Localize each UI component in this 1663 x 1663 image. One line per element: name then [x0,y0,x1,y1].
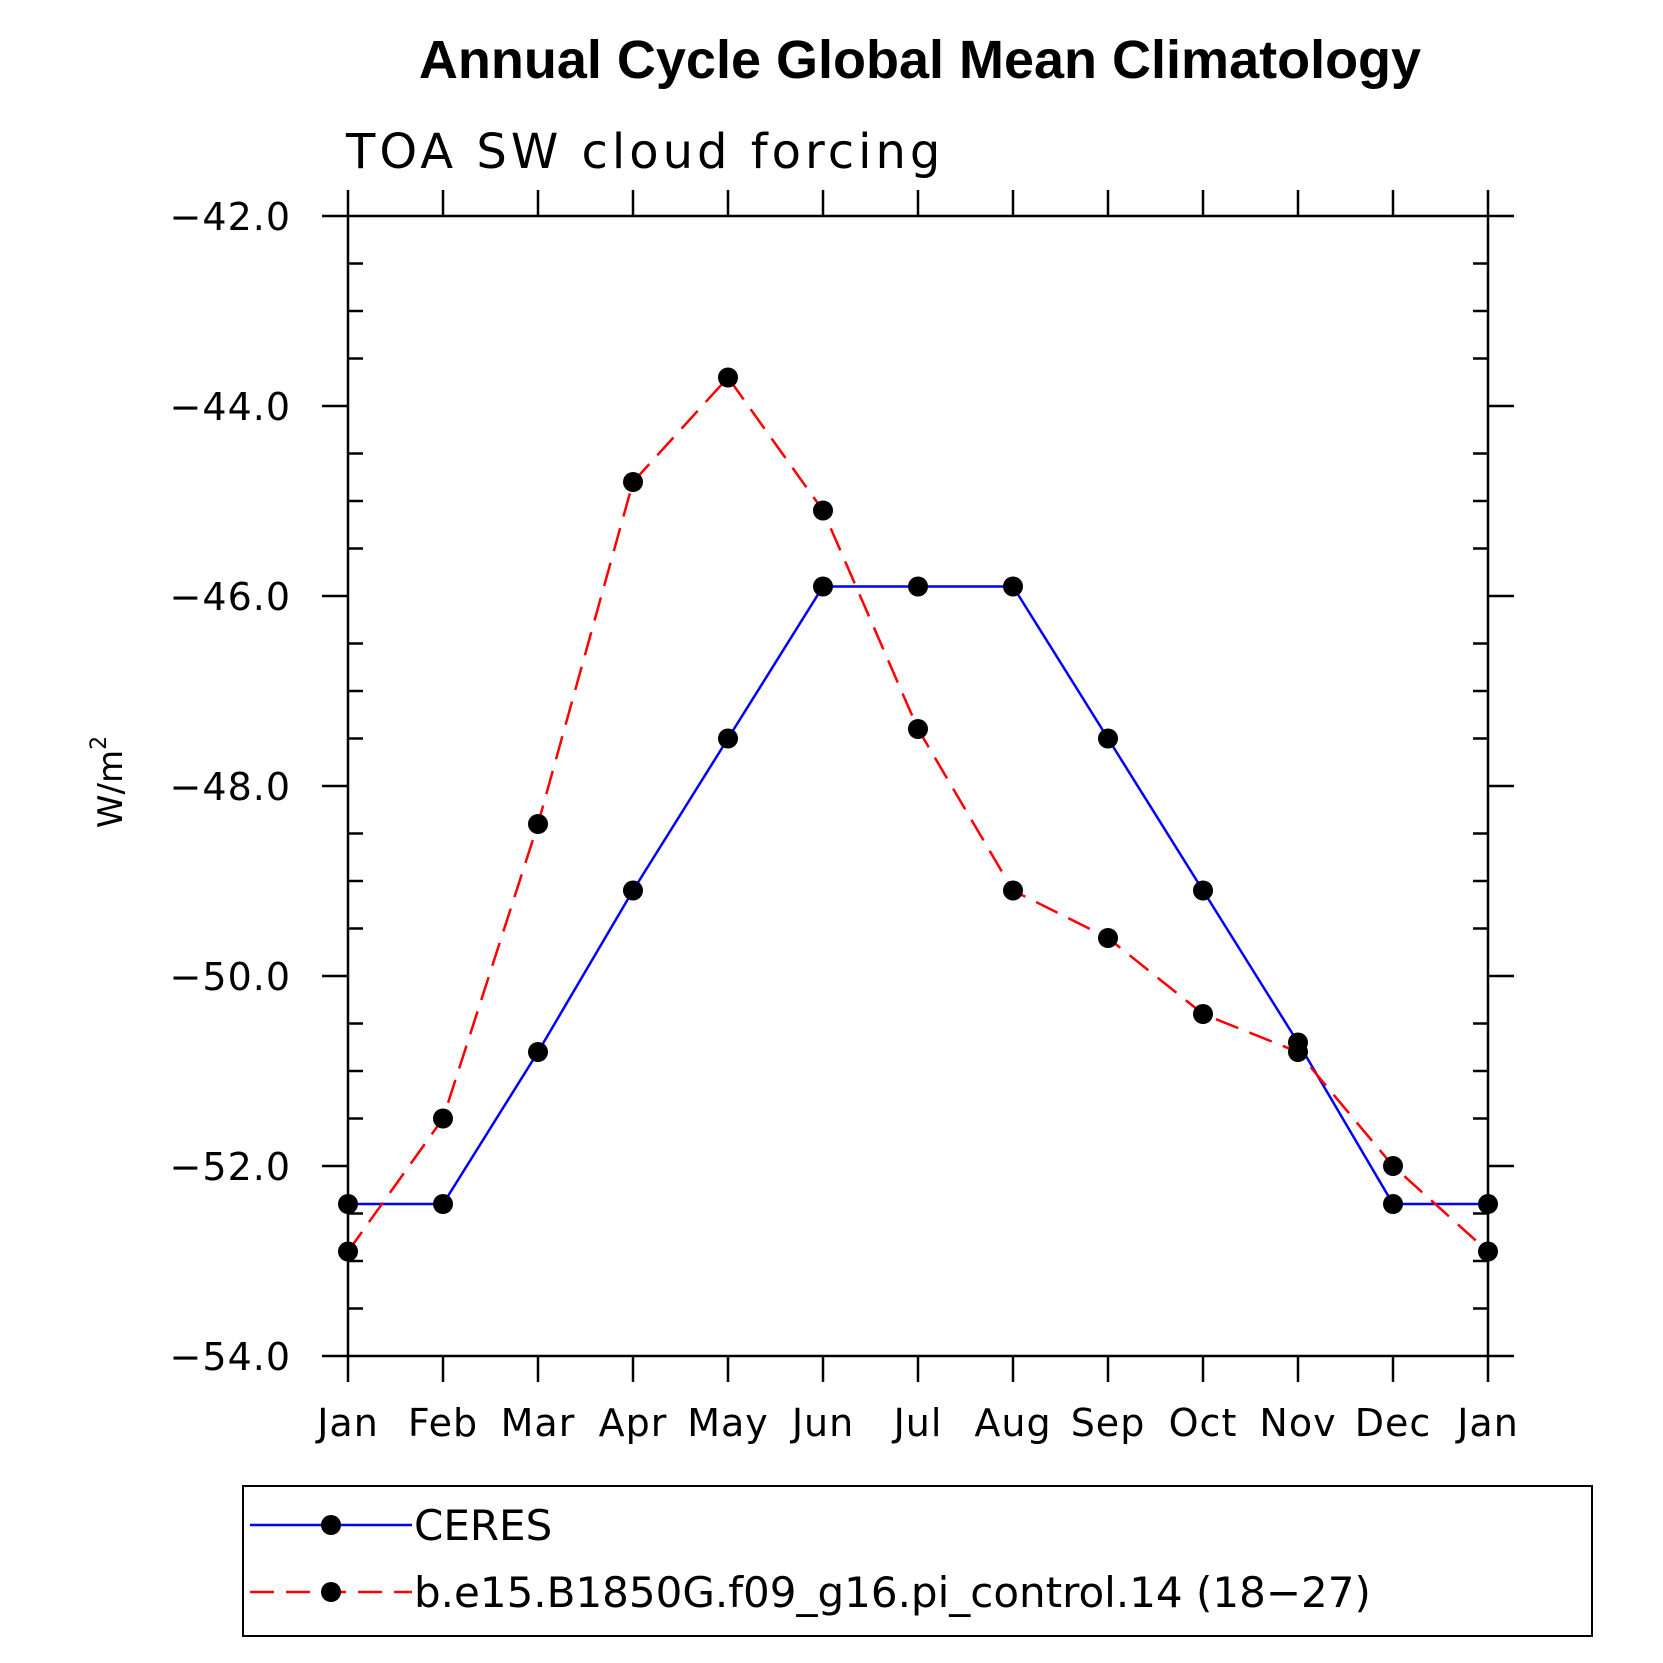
plot-frame [346,214,1490,1358]
x-tick-label: Apr [599,1401,668,1445]
series-0-marker [623,880,643,901]
series-1-marker [1193,1004,1213,1024]
series-line-0 [348,585,1488,1206]
x-tick-label: Nov [1259,1401,1336,1445]
series-1-marker [1003,880,1023,901]
y-tick-label: −42.0 [170,195,291,239]
x-tick-label: Feb [408,1401,478,1445]
y-tick-label: −48.0 [170,765,291,809]
major-ticks [322,190,1514,1382]
series-0-marker [1098,728,1118,749]
series-1-marker [623,472,643,492]
series-1-marker [1098,928,1118,948]
x-tick-label: Jun [790,1401,854,1445]
chart-title: Annual Cycle Global Mean Climatology [419,30,1421,90]
y-axis-title: W/m2 [87,736,131,828]
legend-marker-0 [321,1515,341,1535]
series-0-marker [908,576,928,597]
legend: CERES b.e15.B1850G.f09_g16.pi_control.14 … [242,1485,1593,1637]
x-tick-label: Aug [974,1401,1051,1445]
x-tick-label: May [687,1401,769,1445]
series-0-marker [1003,576,1023,597]
y-tick-label: −44.0 [170,385,291,429]
y-axis-label: W/m [91,750,131,828]
y-axis-label-superscript: 2 [87,736,112,750]
series-1-marker [1383,1156,1403,1176]
series-1-marker [528,814,548,834]
y-tick-label: −52.0 [170,1145,291,1189]
x-tick-label: Mar [501,1401,576,1445]
legend-box [242,1485,1593,1637]
series-1-marker [433,1108,453,1129]
series-1-marker [813,500,833,521]
series-markers [338,367,1498,1262]
x-tick-label: Jul [892,1401,943,1445]
series-0-marker [1383,1194,1403,1214]
x-tick-label: Jan [1455,1401,1519,1445]
series-line-1 [346,375,1489,1253]
svg-text:W/m2: W/m2 [87,736,131,828]
x-tick-labels: Jan Feb Mar Apr May Jun Jul Aug Sep Oct Nov Dec Jan [315,1401,1519,1445]
y-tick-labels: −42.0 −44.0 −46.0 −48.0 −50.0 −52.0 −54.0 [170,195,291,1379]
y-tick-label: −46.0 [170,575,291,619]
legend-label-0: CERES [414,1501,552,1550]
series-0-marker [528,1042,548,1062]
series-1-marker [1288,1042,1308,1062]
series-0-marker [718,728,738,749]
minor-ticks [348,262,1488,1310]
legend-marker-1 [321,1582,341,1602]
chart-subtitle: TOA SW cloud forcing [345,124,944,180]
series-0-marker [433,1194,453,1214]
x-tick-label: Jan [315,1401,379,1445]
y-tick-label: −54.0 [170,1335,291,1379]
legend-label-1: b.e15.B1850G.f09_g16.pi_control.14 (18−2… [414,1568,1371,1617]
series-0-marker [813,576,833,597]
x-tick-label: Oct [1169,1401,1238,1445]
x-tick-label: Dec [1355,1401,1432,1445]
y-tick-label: −50.0 [170,955,291,999]
series-1-marker [718,367,738,388]
x-tick-label: Sep [1071,1401,1146,1445]
series-0-marker [1193,880,1213,901]
series-lines [346,375,1489,1253]
series-1-marker [908,719,928,739]
